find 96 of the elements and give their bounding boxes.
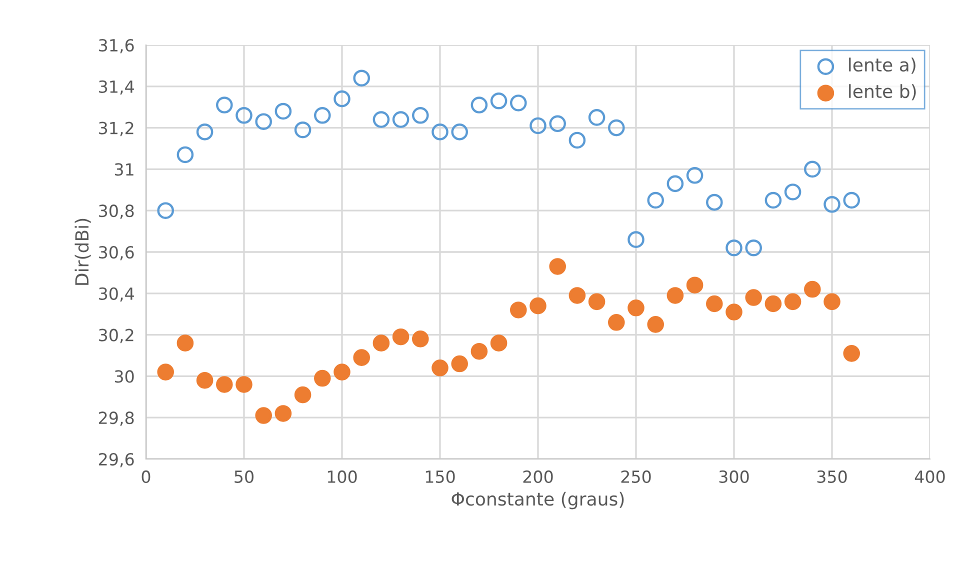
point [157, 364, 174, 380]
point [628, 299, 644, 316]
point [236, 376, 252, 393]
y-tick-label: 30,8 [99, 204, 134, 219]
point [628, 231, 644, 248]
point [726, 304, 742, 320]
point [432, 124, 448, 140]
point [764, 192, 782, 209]
point [334, 90, 350, 108]
x-tick-label: 250 [621, 470, 651, 484]
point [530, 117, 546, 134]
point [490, 92, 508, 110]
point [666, 287, 684, 304]
point [353, 70, 370, 87]
point [294, 121, 312, 138]
x-tick-label: 350 [817, 470, 847, 484]
point [334, 364, 350, 380]
point [451, 124, 468, 140]
y-tick-label: 29,6 [99, 452, 134, 468]
point [176, 334, 194, 352]
point [274, 405, 292, 422]
point [784, 184, 802, 200]
x-tick-label: 150 [426, 470, 455, 484]
point [549, 115, 566, 132]
point [510, 302, 527, 318]
point [686, 167, 704, 184]
point [745, 239, 762, 256]
point [294, 386, 312, 404]
x-tick-label: 400 [914, 470, 945, 484]
y-tick-label: 31,2 [99, 122, 134, 136]
y-tick-label: 30,4 [99, 287, 134, 302]
point [216, 96, 233, 114]
point [764, 295, 782, 312]
point [255, 113, 272, 130]
point [804, 280, 821, 298]
point [647, 192, 664, 209]
point [157, 202, 174, 219]
point [216, 376, 233, 393]
y-tick-label: 30,6 [99, 246, 134, 260]
point [196, 372, 214, 389]
y-tick-label: 31 [114, 163, 134, 176]
point [666, 175, 684, 192]
point [647, 316, 664, 333]
x-axis-title: Φconstante (graus) [452, 492, 624, 510]
point [608, 314, 625, 331]
point [470, 342, 488, 360]
x-tick-label: 100 [328, 470, 357, 484]
point [176, 146, 194, 164]
x-tick-label: 300 [719, 470, 749, 484]
y-tick-label: 31,6 [99, 38, 134, 54]
y-tick-label: 29,8 [99, 412, 134, 426]
legend-label: lente b) [849, 84, 916, 100]
y-tick-label: 30,2 [99, 328, 134, 344]
point [353, 349, 370, 366]
point [530, 297, 546, 314]
point [470, 96, 488, 114]
point [568, 132, 586, 149]
point [510, 94, 527, 112]
y-tick-label: 31,4 [99, 80, 134, 95]
point [824, 196, 840, 213]
point [432, 360, 448, 376]
point [549, 258, 566, 275]
point [745, 289, 762, 306]
point [372, 334, 390, 352]
point [843, 345, 860, 362]
point [686, 276, 704, 294]
point [392, 111, 410, 128]
point [706, 295, 723, 312]
point [196, 124, 214, 140]
point [372, 111, 390, 128]
point [490, 334, 508, 352]
point [451, 355, 468, 372]
y-tick-label: 30 [114, 370, 134, 383]
point [588, 293, 606, 310]
point [255, 407, 272, 424]
point [314, 106, 331, 124]
legend-label: lente a) [849, 58, 916, 74]
point [412, 106, 429, 124]
point [726, 239, 742, 256]
x-tick-label: 200 [523, 470, 553, 484]
point [824, 293, 840, 310]
point [804, 160, 821, 178]
y-axis-title: Dir(dBi) [74, 218, 91, 285]
point [784, 293, 802, 310]
x-tick-label: 0 [142, 470, 150, 484]
point [274, 102, 292, 120]
point [706, 194, 723, 211]
x-tick-label: 50 [234, 470, 254, 484]
point [412, 330, 429, 348]
point [392, 328, 410, 346]
point [843, 192, 860, 209]
point [314, 370, 331, 387]
point [608, 119, 625, 136]
point [236, 106, 252, 124]
point [568, 287, 586, 304]
point [588, 109, 606, 126]
